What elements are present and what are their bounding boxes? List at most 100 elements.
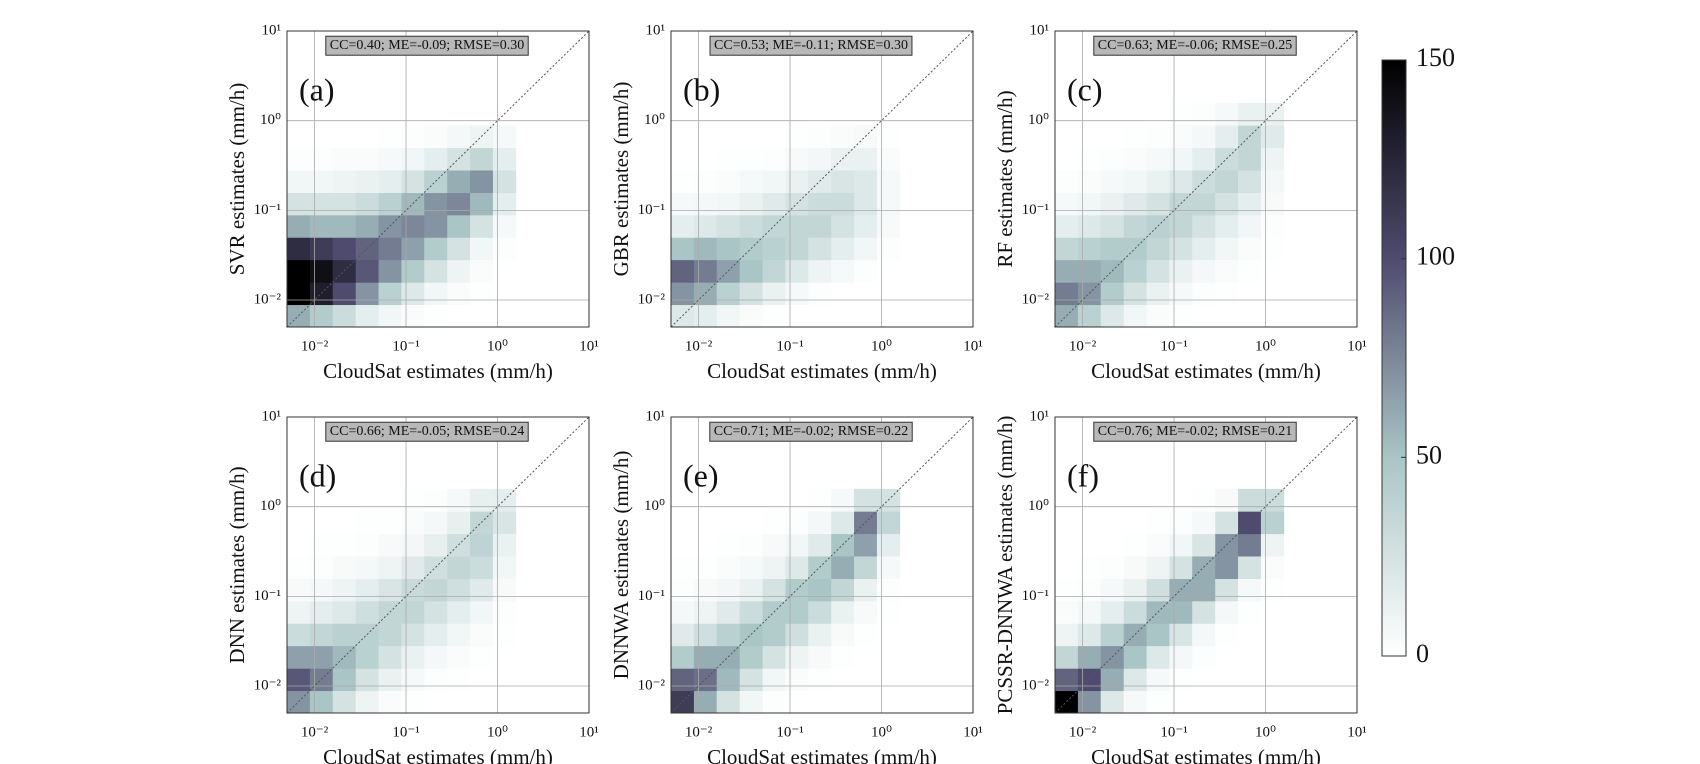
hist-cell [470,623,494,647]
hist-cell [785,169,809,194]
hist-cell [1077,488,1102,512]
x-axis-label: CloudSat estimates (mm/h) [323,359,553,383]
y-tick-label: 10⁻¹ [254,202,281,218]
hist-cell [785,533,809,557]
hist-cell [378,690,402,714]
hist-cell [424,147,448,171]
hist-cell [716,237,741,261]
hist-cell [762,578,786,602]
hist-cell [831,214,855,238]
hist-cell [332,169,357,194]
y-tick-label: 10⁻¹ [1022,588,1049,604]
hist-cell [762,623,786,647]
hist-cell [1123,304,1148,328]
hist-cell [332,237,357,261]
hist-cell [785,645,809,669]
hist-cell [1169,282,1193,306]
hist-cell [355,690,380,714]
hist-cell [447,237,471,261]
hist-cell [739,668,764,692]
hist-cell [401,690,425,714]
y-axis-label: SVR estimates (mm/h) [225,83,249,276]
hist-cell [854,169,878,194]
hist-cell [739,147,764,171]
hist-cell [739,690,764,714]
hist-cell [447,690,471,714]
hist-cell [1238,214,1262,238]
identity-line [286,30,590,328]
hist-cell [401,555,425,580]
hist-cell [1100,623,1125,647]
hist-cell [693,600,718,624]
hist-cell [1100,125,1125,149]
hist-cell [739,192,764,216]
hist-cell [1260,578,1285,602]
hist-cell [808,192,832,216]
hist-cell [854,192,878,216]
hist-cell [854,259,878,283]
x-axis-label: CloudSat estimates (mm/h) [1091,359,1321,383]
hist-cell [762,668,786,692]
hist-cell [1260,192,1285,216]
y-tick-label: 10⁰ [260,112,281,128]
hist-cell [1215,488,1239,512]
hist-cell [287,555,311,580]
hist-cell [762,147,786,171]
hist-cell [854,623,878,647]
hist-cell [401,600,425,624]
hist-cell [808,259,832,283]
hist-cell [1123,555,1148,580]
hist-cell [332,511,357,535]
hist-cell [1192,488,1216,512]
hist-cell [309,511,334,535]
hist-cell [1192,282,1216,306]
y-tick-label: 10⁰ [1028,498,1049,514]
hist-cell [831,282,855,306]
y-tick-label: 10¹ [1030,22,1050,38]
hist-cell [876,690,901,714]
hist-cell [1123,511,1148,535]
hist-cell [762,192,786,216]
hist-cell [808,147,832,171]
hist-cell [401,623,425,647]
axes-frame [1054,30,1358,328]
hist-cell [309,125,334,149]
hist-cell [693,623,718,647]
hist-cell [424,102,448,126]
hist-cell [1100,600,1125,624]
panel: 10⁻² 10⁻¹ 10⁰ 10¹ 10⁻² 10⁻¹ 10⁰ 10¹ CC=0.63; ME=… [993,22,1367,382]
hist-cell [447,578,471,602]
hist-cell [332,623,357,647]
panel: 10⁻² 10⁻¹ 10⁰ 10¹ 10⁻² 10⁻¹ 10⁰ 10¹ CC=0.53; ME=… [609,22,983,382]
y-tick-label: 10¹ [646,22,666,38]
hist-cell [492,555,517,580]
hist-cell [854,282,878,306]
hist-cell [355,578,380,602]
hist-cell [1077,259,1102,283]
x-tick-label: 10⁻¹ [776,338,803,354]
hist-cell [309,259,334,283]
hist-cell [287,623,311,647]
hist-cell [1146,578,1170,602]
hist-cell [671,237,695,261]
hist-cell [739,125,764,149]
hist-cell [309,555,334,580]
hist-cell [309,645,334,669]
hist-cell [876,600,901,624]
hist-cell [1055,169,1079,194]
hist-cell [1055,282,1079,306]
hist-cell [355,169,380,194]
hist-cell [716,668,741,692]
axes-frame [670,416,974,714]
hist-cell [1238,282,1262,306]
hist-cell [1146,282,1170,306]
hist-cell [808,304,832,328]
x-axis-label: CloudSat estimates (mm/h) [707,359,937,383]
hist-cell [1169,304,1193,328]
axes-frame [670,30,974,328]
hist-cell [693,259,718,283]
hist-cell [492,304,517,328]
hist-cell [876,169,901,194]
y-tick-label: 10⁻¹ [254,588,281,604]
